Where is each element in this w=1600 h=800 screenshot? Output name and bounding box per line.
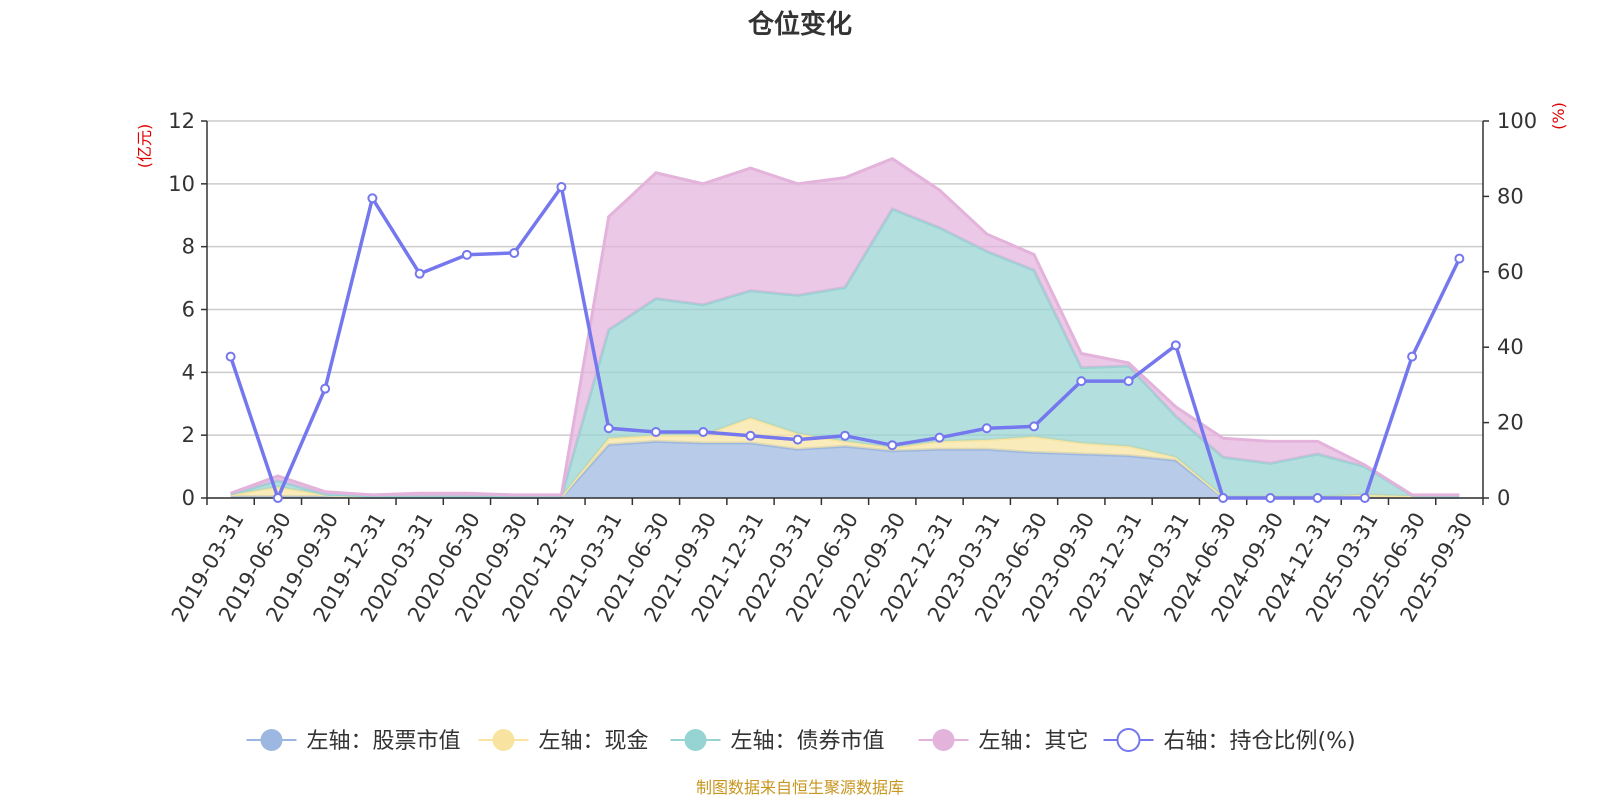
legend-item[interactable]: 右轴：持仓比例(%): [1103, 728, 1356, 754]
ratio-point: [272, 493, 283, 503]
legend-item[interactable]: 左轴：股票市值: [246, 729, 461, 754]
ratio-point: [698, 427, 709, 438]
ratio-point: [556, 181, 567, 192]
left-axis-tick-label: 8: [182, 235, 195, 259]
legend-label: 左轴：其它: [979, 729, 1089, 754]
ratio-point: [792, 434, 803, 445]
right-axis-tick-label: 40: [1497, 335, 1524, 359]
ratio-point: [1170, 340, 1181, 351]
ratio-point: [887, 440, 898, 451]
left-axis-tick-label: 4: [182, 360, 195, 384]
ratio-point: [461, 249, 472, 260]
ratio-point: [1312, 493, 1323, 503]
legend-item[interactable]: 左轴：其它: [918, 729, 1089, 754]
legend-label: 左轴：股票市值: [307, 729, 461, 754]
right-axis-tick-label: 80: [1497, 184, 1524, 208]
ratio-point: [225, 351, 236, 362]
legend-circle-marker: [1116, 728, 1141, 752]
chart-title: 仓位变化: [747, 9, 852, 40]
position-ratio-series: [225, 181, 1465, 503]
data-source-note: 制图数据来自恒生聚源数据库: [696, 778, 904, 797]
legend-circle-marker: [932, 729, 955, 751]
right-axis-tick-label: 0: [1497, 486, 1510, 510]
right-axis-tick-label: 60: [1497, 260, 1524, 284]
ratio-point: [745, 430, 756, 441]
ratio-point: [603, 423, 614, 434]
ratio-point: [1359, 493, 1370, 503]
left-axis-tick-label: 10: [168, 172, 195, 196]
ratio-point: [840, 430, 850, 441]
ratio-point: [1218, 493, 1229, 503]
legend-item[interactable]: 左轴：现金: [478, 729, 649, 754]
ratio-point: [320, 383, 331, 394]
left-axis-tick-label: 6: [182, 298, 195, 322]
ratio-point: [367, 193, 378, 204]
area-edge-左轴：其它: [230, 157, 1460, 497]
right-axis-tick-label: 100: [1497, 109, 1537, 133]
area-左轴：其它: [230, 158, 1460, 497]
ratio-point: [1265, 493, 1276, 503]
area-左轴：债券市值: [230, 209, 1460, 497]
left-axis-tick-label: 0: [182, 486, 195, 510]
ratio-point: [1076, 376, 1087, 387]
ratio-point: [981, 423, 992, 434]
right-axis-unit: (%): [1549, 102, 1568, 130]
legend-circle-marker: [492, 729, 515, 751]
ratio-point: [650, 427, 661, 438]
legend-item[interactable]: 左轴：债券市值: [670, 729, 885, 754]
ratio-point: [934, 432, 945, 443]
ratio-point: [509, 247, 520, 258]
legend-label: 左轴：现金: [539, 729, 649, 754]
legend-label: 左轴：债券市值: [731, 729, 885, 754]
right-axis-tick-label: 20: [1497, 411, 1524, 435]
ratio-point: [1454, 253, 1465, 264]
left-axis-tick-label: 2: [182, 423, 195, 447]
ratio-point: [414, 268, 425, 279]
legend-circle-marker: [684, 729, 707, 751]
legend-circle-marker: [260, 729, 283, 751]
ratio-point: [1407, 351, 1418, 362]
stacked-areas: [230, 157, 1460, 499]
area-左轴：股票市值: [230, 441, 1460, 498]
left-axis-unit: (亿元): [135, 124, 154, 169]
left-axis-tick-label: 12: [168, 109, 195, 133]
legend-label: 右轴：持仓比例(%): [1164, 729, 1356, 754]
ratio-point: [1029, 421, 1040, 432]
legend: 左轴：股票市值 左轴：现金 左轴：债券市值 左轴：其它 右轴：持仓比例(%): [246, 728, 1356, 754]
ratio-point: [1123, 376, 1134, 387]
